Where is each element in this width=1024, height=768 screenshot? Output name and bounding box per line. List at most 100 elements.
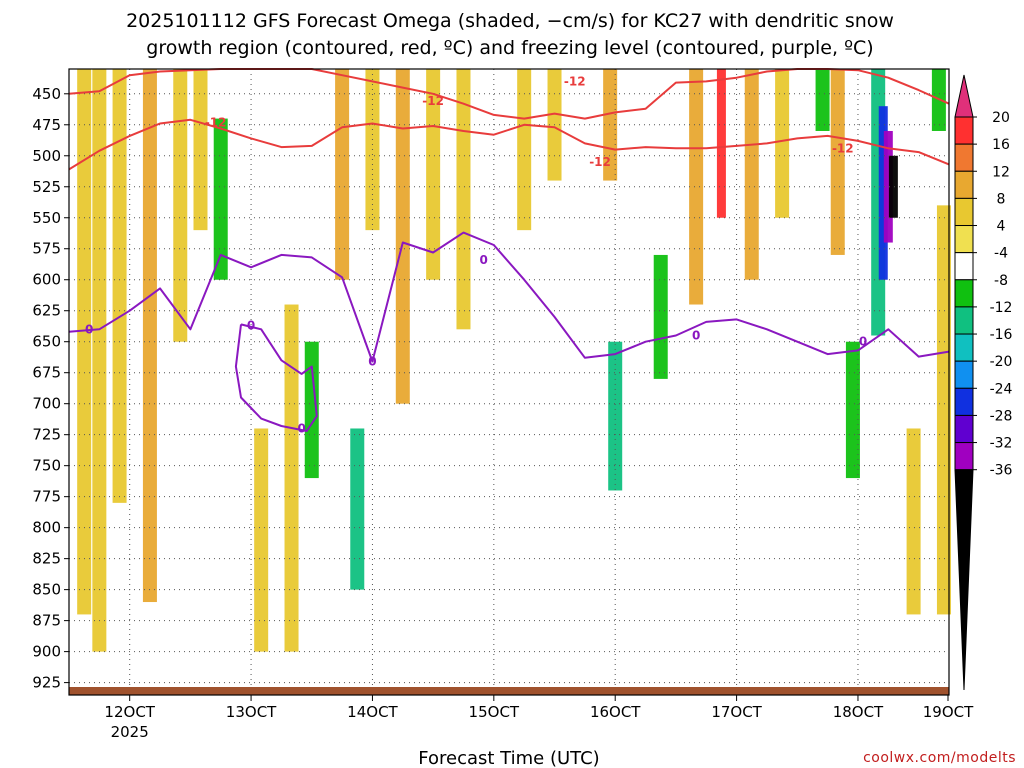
colorbar-bin-12 (954, 442, 974, 471)
colorbar-label-5: -4 (994, 246, 1008, 262)
omega-patch-21 (689, 69, 704, 305)
colorbar-label-1: 16 (992, 137, 1010, 153)
x-tick-label-18OCT: 18OCT (833, 703, 884, 721)
y-tick-label-550: 550 (32, 209, 61, 227)
omega-patch-29 (878, 106, 888, 280)
y-tick-label-800: 800 (32, 519, 61, 537)
y-tick-label-600: 600 (32, 271, 61, 289)
y-tick-label-525: 525 (32, 178, 61, 196)
contour-label-6: 0 (247, 319, 255, 333)
omega-patch-9 (304, 341, 319, 479)
omega-patch-5 (193, 69, 208, 231)
omega-patch-22 (716, 69, 726, 218)
x-tick-label-14OCT: 14OCT (347, 703, 398, 721)
y-tick-label-575: 575 (32, 240, 61, 258)
y-tick-label-450: 450 (32, 85, 61, 103)
y-tick-label-875: 875 (32, 612, 61, 630)
x-tick-label-13OCT: 13OCT (226, 703, 277, 721)
y-tick-label-650: 650 (32, 333, 61, 351)
omega-patch-23 (744, 69, 759, 280)
contour-label-4: -12 (832, 141, 854, 155)
y-tick-label-625: 625 (32, 302, 61, 320)
omega-shading (77, 69, 951, 652)
omega-patch-15 (456, 69, 471, 330)
y-tick-label-900: 900 (32, 643, 61, 661)
credit-text: coolwx.com/modelts (863, 750, 1016, 766)
omega-patch-11 (350, 428, 365, 590)
terrain-surface (69, 687, 949, 695)
x-tick-sublabel-year: 2025 (111, 723, 149, 741)
colorbar-bin-9 (954, 360, 974, 389)
omega-patch-8 (284, 304, 299, 652)
omega-patch-18 (603, 69, 618, 181)
omega-patch-6 (213, 118, 228, 280)
x-tick-label-12OCT: 12OCT (104, 703, 155, 721)
colorbar-label-3: 8 (997, 191, 1006, 207)
colorbar-bin-8 (954, 333, 974, 362)
omega-patch-32 (906, 428, 921, 615)
terrain (69, 687, 949, 695)
omega-patch-27 (845, 341, 860, 479)
contour-dendritic-12-c-lower- (68, 118, 950, 171)
colorbar-label-7: -12 (990, 300, 1013, 316)
chart-title-line-2: growth region (contoured, red, ºC) and f… (146, 37, 873, 59)
omega-patch-3 (142, 69, 157, 603)
colorbar-bin-6 (954, 279, 974, 308)
contour-label-5: 0 (85, 322, 93, 336)
colorbar-bottom-arrow (954, 469, 974, 691)
contour-label-8: 0 (368, 355, 376, 369)
y-tick-label-775: 775 (32, 488, 61, 506)
colorbar-label-11: -28 (990, 408, 1013, 424)
omega-patch-19 (608, 341, 623, 491)
y-tick-label-500: 500 (32, 147, 61, 165)
contour-freezing-level-0-c (68, 231, 950, 363)
colorbar-label-4: 4 (997, 219, 1006, 235)
x-tick-label-17OCT: 17OCT (711, 703, 762, 721)
y-tick-label-700: 700 (32, 395, 61, 413)
colorbar-top-arrow (954, 74, 974, 118)
y-axis: 450 475 500 525 550 575 600 625 650 675 700 725 750 7… (32, 85, 69, 692)
colorbar-label-10: -24 (990, 381, 1013, 397)
omega-patch-7 (254, 428, 269, 652)
omega-patch-34 (936, 205, 951, 615)
colorbar-bin-3 (954, 197, 974, 227)
x-tick-label-15OCT: 15OCT (469, 703, 520, 721)
omega-patch-10 (335, 69, 350, 280)
colorbar-bin-11 (954, 414, 974, 444)
contour-label-9: 0 (480, 253, 488, 267)
y-tick-label-750: 750 (32, 457, 61, 475)
x-axis-title: Forecast Time (UTC) (418, 748, 599, 768)
omega-patch-1 (92, 69, 107, 652)
x-tick-label-19OCT: 19OCT (923, 703, 974, 721)
omega-patch-16 (517, 69, 532, 231)
colorbar-label-12: -32 (990, 436, 1013, 452)
colorbar: 20 16 12 8 4 -4 -8 -12 -16 -20 -24 -28 -32 -36 (954, 74, 1013, 691)
colorbar-label-6: -8 (994, 273, 1008, 289)
y-tick-label-475: 475 (32, 116, 61, 134)
contour-label-0: -12 (205, 115, 227, 129)
colorbar-bin-2 (954, 170, 974, 199)
y-tick-label-850: 850 (32, 581, 61, 599)
plot-area: -12 -12 -12 -12 -12 0 0 0 0 0 0 0 (68, 68, 951, 696)
colorbar-bin-0 (954, 116, 974, 145)
contour-label-3: -12 (589, 155, 611, 169)
colorbar-bin-4 (954, 225, 974, 254)
contour-freezing-level-0-c-closed-pocket- (234, 323, 318, 432)
y-tick-label-725: 725 (32, 426, 61, 444)
omega-patch-24 (775, 69, 790, 218)
colorbar-bin-1 (954, 143, 974, 172)
x-tick-label-16OCT: 16OCT (590, 703, 641, 721)
colorbar-label-8: -16 (990, 327, 1013, 343)
omega-patch-30 (883, 130, 893, 243)
omega-patch-2 (112, 69, 127, 503)
colorbar-label-9: -20 (990, 354, 1013, 370)
plot-frame (68, 68, 950, 696)
grid (69, 69, 949, 695)
contour-label-2: -12 (564, 74, 586, 88)
omega-patch-4 (173, 69, 188, 342)
omega-patch-31 (888, 155, 898, 218)
omega-patch-14 (426, 69, 441, 280)
x-axis: 12OCT 2025 13OCT 14OCT 15OCT 16OCT 17OCT 18OCT 1… (104, 695, 974, 741)
colorbar-label-0: 20 (992, 110, 1010, 126)
colorbar-label-2: 12 (992, 164, 1010, 180)
